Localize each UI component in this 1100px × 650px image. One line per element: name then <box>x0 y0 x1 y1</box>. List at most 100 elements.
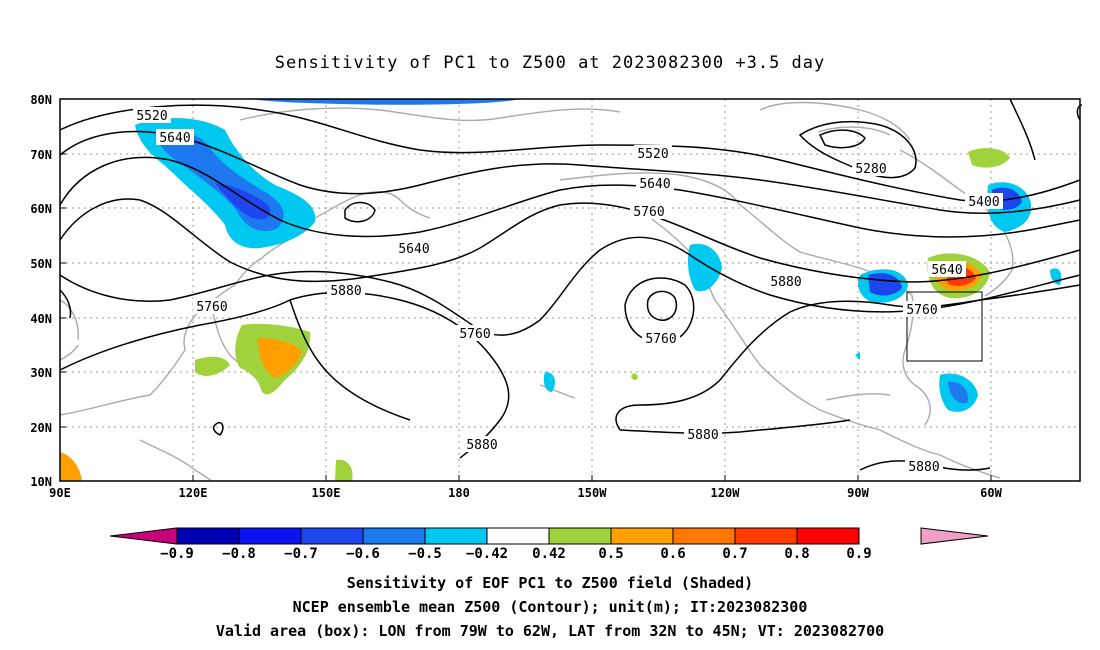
lon-label: 150W <box>578 486 608 500</box>
lon-label: 180 <box>448 486 470 500</box>
shade-great-lakes-neg-2 <box>868 273 902 296</box>
shade-pacific-small-neg <box>543 372 556 392</box>
contour-label-bg <box>634 145 672 161</box>
colorbar-tick-label: −0.7 <box>284 546 318 562</box>
lat-label: 70N <box>30 148 52 162</box>
contour-label-bg <box>156 129 194 145</box>
lon-label: 120E <box>179 486 208 500</box>
shade-tiny-pos <box>631 373 638 380</box>
contour-label-bg <box>905 458 943 474</box>
colorbar-tick-label: 0.9 <box>846 546 871 562</box>
contour-label-5280: 5280 <box>855 162 886 177</box>
colorbar-tick-label: 0.7 <box>722 546 747 562</box>
contour-label-bg <box>767 273 805 289</box>
contour-label-5520-central: 5520 <box>637 147 668 162</box>
lat-label: 10N <box>30 475 52 489</box>
contour-label-5880-caribbean: 5880 <box>908 460 939 475</box>
colorbar-tick-label: −0.8 <box>222 546 256 562</box>
latitude-labels: 80N 70N 60N 50N 40N 30N 20N 10N <box>30 93 52 489</box>
lat-label: 30N <box>30 366 52 380</box>
contour-label-bg <box>630 203 668 219</box>
lon-label: 90E <box>49 486 71 500</box>
longitude-labels: 90E 120E 150E 180 150W 120W 90W 60W <box>49 486 1002 500</box>
caption-valid-area: Valid area (box): LON from 79W to 62W, L… <box>215 622 885 640</box>
shade-greenland-pos <box>968 148 1010 168</box>
colorbar-tick-label: 0.42 <box>532 546 566 562</box>
shade-east-china-pos <box>195 356 230 376</box>
contour-label-5880-west: 5880 <box>330 284 361 299</box>
lon-label: 120W <box>711 486 741 500</box>
contour-label-bg <box>903 301 941 317</box>
colorbar-tick-label: −0.6 <box>346 546 380 562</box>
contour-label-bg <box>395 240 433 256</box>
colorbar-cell <box>300 527 364 545</box>
colorbar-cell <box>672 527 736 545</box>
colorbar-cell <box>486 527 550 545</box>
contour-label-bg <box>965 193 1003 209</box>
colorbar-tick-label: 0.6 <box>660 546 685 562</box>
shade-southwest-pos <box>60 452 82 481</box>
contour-label-5640-pacific: 5640 <box>398 242 429 257</box>
colorbar-tick-label: −0.9 <box>160 546 194 562</box>
contour-label-5640-east: 5640 <box>931 263 962 278</box>
colorbar-right-arrow <box>920 527 989 545</box>
caption-shaded: Sensitivity of EOF PC1 to Z500 field (Sh… <box>346 574 754 592</box>
colorbar-cell <box>548 527 612 545</box>
axis-ticks <box>60 153 992 481</box>
colorbar-left-arrow <box>109 527 178 545</box>
contour-label-bg <box>463 436 501 452</box>
colorbar-tick-label: −0.42 <box>466 546 508 562</box>
contour-label-5760-east: 5760 <box>906 303 937 318</box>
valid-area-box <box>906 291 983 362</box>
shade-west-coast-neg <box>687 243 722 292</box>
contour-label-5760-low: 5760 <box>645 332 676 347</box>
shade-japan-pos-2 <box>258 338 302 378</box>
colorbar-cell <box>238 527 302 545</box>
contour-label-5640-central: 5640 <box>639 177 670 192</box>
contour-label-bg <box>642 330 680 346</box>
colorbar: −0.9 −0.8 −0.7 −0.6 −0.5 −0.42 0.42 0.5 0.6 0.7 0.… <box>109 527 989 562</box>
colorbar-cell <box>176 527 240 545</box>
lat-label: 60N <box>30 202 52 216</box>
colorbar-cell <box>734 527 798 545</box>
contour-label-bg <box>456 325 494 341</box>
z500-contours <box>59 98 1083 471</box>
colorbar-cell <box>362 527 426 545</box>
shade-south-pacific-pos <box>335 459 353 481</box>
lat-label: 80N <box>30 93 52 107</box>
contour-label-5640-west: 5640 <box>159 131 190 146</box>
contour-label-5760-pacific: 5760 <box>459 327 490 342</box>
caption-contour: NCEP ensemble mean Z500 (Contour); unit(… <box>292 598 808 616</box>
contour-label-bg <box>193 298 231 314</box>
contour-label-5880-east: 5880 <box>770 275 801 290</box>
shade-atlantic-neg-2 <box>948 381 969 404</box>
contour-label-5760-west: 5760 <box>196 300 227 315</box>
colorbar-tick-label: −0.5 <box>408 546 442 562</box>
contour-labels: 5520 5640 5520 5640 5760 5640 5880 5760 … <box>133 107 1003 475</box>
shade-arctic-north <box>250 99 520 105</box>
lon-label: 60W <box>980 486 1002 500</box>
contour-label-bg <box>684 426 722 442</box>
shade-west-pacific-neg-3 <box>215 183 271 220</box>
map-frame <box>59 98 1081 482</box>
shade-tiny-neg <box>855 352 860 360</box>
contour-label-bg <box>852 160 890 176</box>
contour-label-5760-central: 5760 <box>633 205 664 220</box>
map-title: Sensitivity of PC1 to Z500 at 2023082300… <box>275 53 826 73</box>
colorbar-cell <box>424 527 488 545</box>
colorbar-cell <box>796 527 860 545</box>
contour-label-bg <box>327 282 365 298</box>
colorbar-labels: −0.9 −0.8 −0.7 −0.6 −0.5 −0.42 0.42 0.5 0.6 0.7 0.… <box>160 546 872 562</box>
contour-label-5400: 5400 <box>968 195 999 210</box>
contour-label-5880-mexico: 5880 <box>687 428 718 443</box>
contour-label-bg <box>133 107 171 123</box>
colorbar-tick-label: 0.8 <box>784 546 809 562</box>
contour-label-bg <box>928 261 966 277</box>
lat-label: 50N <box>30 257 52 271</box>
colorbar-cells <box>176 527 860 545</box>
lon-label: 150E <box>312 486 341 500</box>
lat-label: 40N <box>30 312 52 326</box>
lon-label: 90W <box>847 486 869 500</box>
contour-label-bg <box>636 175 674 191</box>
